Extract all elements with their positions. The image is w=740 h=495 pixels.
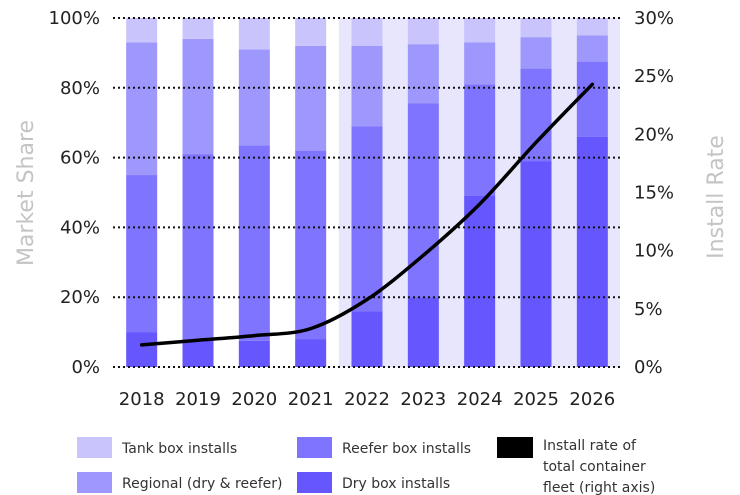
x-tick-label: 2020 — [231, 389, 277, 410]
bar-dry-box-installs-2019 — [182, 339, 214, 367]
bar-tank-box-installs-2024 — [464, 18, 496, 43]
bar-tank-box-installs-2025 — [520, 18, 552, 38]
left-axis-ticks: 0% 20% 40% 60% 80% 100% — [49, 8, 100, 378]
bar-regional-dry-reefer--2023 — [407, 44, 439, 104]
y-tick-label: 100% — [49, 8, 100, 29]
y2-tick-label: 10% — [634, 241, 674, 262]
bar-regional-dry-reefer--2026 — [576, 35, 608, 62]
x-tick-label: 2018 — [119, 389, 165, 410]
legend-label: Regional (dry & reefer) — [122, 476, 283, 492]
bar-regional-dry-reefer--2020 — [238, 49, 270, 146]
legend-label: Dry box installs — [342, 476, 450, 492]
bar-regional-dry-reefer--2021 — [295, 45, 327, 151]
legend-swatch — [497, 437, 533, 458]
y-tick-label: 20% — [60, 287, 100, 308]
y2-tick-label: 25% — [634, 66, 674, 87]
y-tick-label: 60% — [60, 148, 100, 169]
bar-reefer-box-installs-2018 — [126, 175, 158, 333]
x-tick-label: 2021 — [288, 389, 334, 410]
x-axis-ticks: 2018 2019 2020 2021 2022 2023 2024 2025 2026 — [119, 389, 615, 410]
bar-tank-box-installs-2018 — [126, 18, 158, 43]
bar-dry-box-installs-2018 — [126, 332, 158, 367]
bar-dry-box-installs-2026 — [576, 136, 608, 367]
legend-swatch — [77, 437, 112, 458]
y2-tick-label: 30% — [634, 8, 674, 29]
bar-reefer-box-installs-2022 — [351, 126, 383, 312]
y-axis-title: Market Share — [14, 120, 39, 266]
legend-swatch — [77, 472, 112, 493]
x-tick-label: 2024 — [457, 389, 503, 410]
legend-label: fleet (right axis) — [543, 480, 655, 495]
bar-reefer-box-installs-2023 — [407, 103, 439, 298]
x-tick-label: 2026 — [569, 389, 615, 410]
y-tick-label: 40% — [60, 217, 100, 238]
bar-dry-box-installs-2020 — [238, 340, 270, 367]
legend: Tank box installs Regional (dry & reefer)… — [77, 437, 655, 495]
x-tick-label: 2019 — [175, 389, 221, 410]
x-tick-label: 2022 — [344, 389, 390, 410]
bar-tank-box-installs-2023 — [407, 18, 439, 45]
install-rate-line-path — [139, 82, 595, 347]
legend-label: Install rate of — [543, 438, 637, 454]
bar-dry-box-installs-2022 — [351, 311, 383, 367]
y2-tick-label: 15% — [634, 183, 674, 204]
x-tick-label: 2023 — [400, 389, 446, 410]
bar-reefer-box-installs-2024 — [464, 84, 496, 196]
bar-reefer-box-installs-2019 — [182, 154, 214, 340]
bars — [126, 18, 608, 367]
bar-regional-dry-reefer--2025 — [520, 37, 552, 69]
bar-tank-box-installs-2020 — [238, 18, 270, 50]
bar-regional-dry-reefer--2019 — [182, 38, 214, 155]
legend-swatch — [297, 472, 332, 493]
y-tick-label: 80% — [60, 78, 100, 99]
bar-dry-box-installs-2025 — [520, 161, 552, 367]
bar-tank-box-installs-2022 — [351, 18, 383, 46]
legend-swatch — [297, 437, 332, 458]
bar-reefer-box-installs-2026 — [576, 61, 608, 137]
bar-regional-dry-reefer--2022 — [351, 45, 383, 127]
bar-reefer-box-installs-2020 — [238, 145, 270, 341]
install-rate-line — [139, 82, 595, 347]
y2-tick-label: 20% — [634, 124, 674, 145]
y2-tick-label: 5% — [634, 299, 663, 320]
bar-reefer-box-installs-2025 — [520, 68, 552, 162]
legend-label: Tank box installs — [121, 441, 237, 457]
y-tick-label: 0% — [71, 357, 100, 378]
x-tick-label: 2025 — [513, 389, 559, 410]
y2-tick-label: 0% — [634, 357, 663, 378]
legend-label: Reefer box installs — [342, 441, 471, 457]
bar-tank-box-installs-2021 — [295, 18, 327, 46]
bar-dry-box-installs-2023 — [407, 297, 439, 367]
bar-reefer-box-installs-2021 — [295, 150, 327, 340]
bar-tank-box-installs-2019 — [182, 18, 214, 39]
right-axis-ticks: 0% 5% 10% 15% 20% 25% 30% — [634, 8, 674, 378]
bar-tank-box-installs-2026 — [576, 18, 608, 36]
bar-regional-dry-reefer--2018 — [126, 42, 158, 176]
y2-axis-title: Install Rate — [704, 135, 729, 259]
legend-label: total container — [543, 459, 646, 475]
bar-dry-box-installs-2024 — [464, 195, 496, 367]
bar-dry-box-installs-2021 — [295, 339, 327, 367]
bar-regional-dry-reefer--2024 — [464, 42, 496, 85]
